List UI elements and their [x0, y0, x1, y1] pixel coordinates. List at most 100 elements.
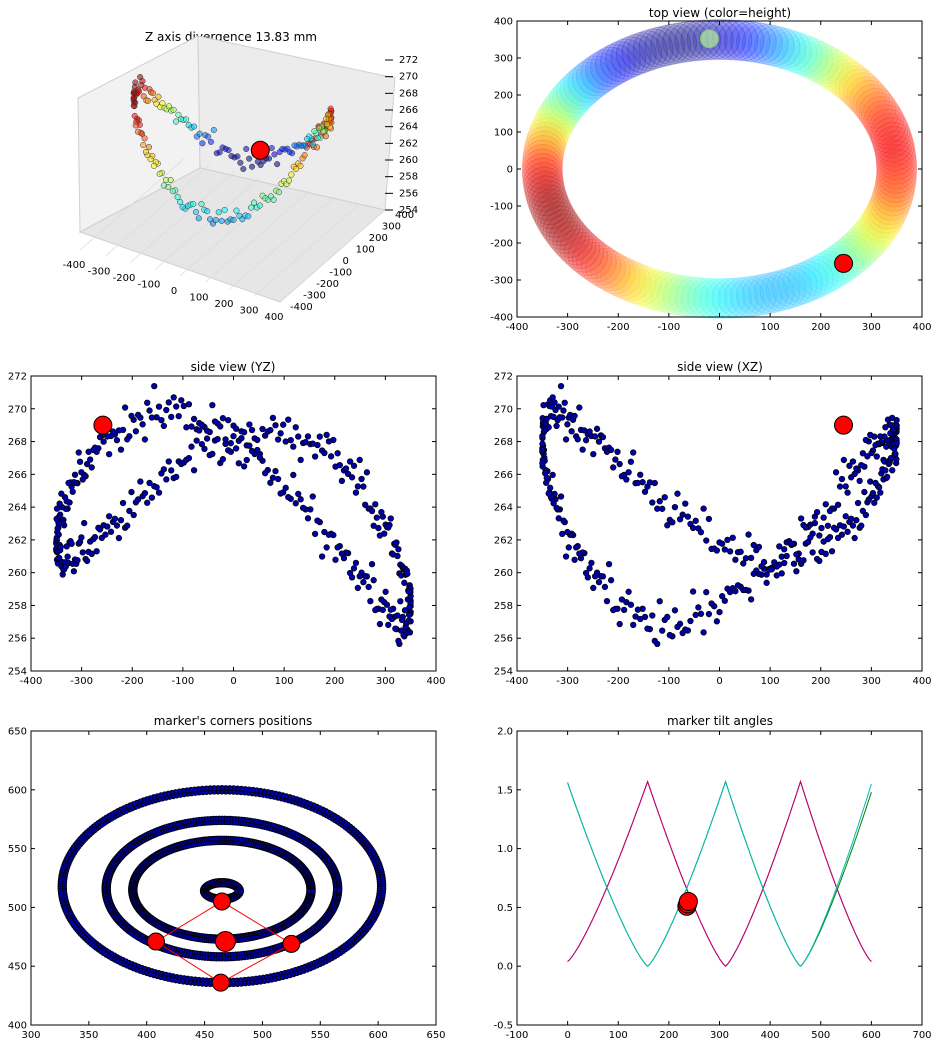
ring-dot [876, 153, 918, 195]
ring-dot [808, 46, 850, 88]
data-point [729, 534, 736, 541]
data-point [237, 159, 244, 166]
title-3d: Z axis divergence 13.83 mm [145, 30, 317, 44]
ring-dot [798, 255, 840, 297]
data-point [836, 483, 844, 490]
data-point [877, 433, 884, 440]
ring-dot [759, 270, 801, 312]
data-point [844, 528, 851, 535]
grid-line [104, 164, 211, 257]
data-point [311, 128, 318, 135]
data-point [873, 494, 880, 501]
data-point [104, 433, 111, 440]
data-point [207, 216, 214, 223]
data-point [893, 440, 900, 447]
data-point [64, 553, 71, 560]
x-tick-label: 200 [214, 299, 233, 310]
x-tick-label: 100 [189, 293, 208, 304]
y-tick-label: 270 [8, 404, 27, 415]
data-point [117, 517, 125, 524]
data-point [205, 133, 212, 140]
data-point [350, 462, 358, 469]
data-point [395, 546, 402, 553]
y-tick-label: 254 [8, 667, 27, 678]
data-point [314, 517, 321, 524]
data-point [545, 490, 552, 497]
ring-dot [812, 49, 854, 91]
data-point [58, 490, 65, 497]
data-point [185, 454, 193, 462]
ring-dot [845, 220, 887, 262]
ring-dot [532, 104, 574, 146]
data-point [117, 446, 125, 453]
y-tick-label: 450 [8, 962, 27, 973]
data-point [240, 165, 247, 172]
ring-dot [753, 271, 795, 313]
x-tick-label: 300 [862, 676, 881, 687]
y-tick-label: 550 [8, 844, 27, 855]
ring-dot [615, 262, 657, 304]
data-point [248, 447, 256, 455]
data-point [139, 421, 146, 428]
data-point [869, 489, 877, 497]
data-point [582, 437, 590, 444]
x-tick-label: 400 [137, 1030, 156, 1041]
data-point [274, 436, 282, 443]
data-point [285, 416, 292, 423]
x-tick-label: 400 [426, 676, 445, 687]
x-tick-label: 400 [264, 312, 283, 323]
data-point [610, 606, 617, 614]
x-tick-label: 200 [659, 1030, 678, 1041]
data-point [858, 522, 865, 529]
data-point [165, 458, 172, 465]
data-point [327, 453, 335, 460]
data-point [664, 522, 671, 529]
data-point [277, 490, 284, 497]
data-point [162, 176, 170, 183]
ring-dot [523, 166, 565, 208]
data-point [381, 530, 388, 537]
x-tick-label: -200 [121, 676, 144, 687]
data-point [325, 531, 333, 538]
data-point [254, 436, 261, 444]
data-point [219, 456, 227, 463]
data-point [592, 573, 599, 580]
data-point [311, 453, 319, 460]
data-point [139, 78, 146, 85]
data-point [227, 440, 234, 447]
data-point [128, 488, 135, 496]
x-tick-label: 500 [253, 1030, 272, 1041]
data-point [144, 399, 151, 406]
data-point [595, 578, 603, 586]
data-point [386, 521, 393, 529]
y-tick-label: 258 [494, 601, 513, 612]
ring-dot [858, 205, 900, 247]
data-point [346, 458, 354, 465]
ring-dot [741, 274, 783, 316]
ring-dot [621, 32, 663, 74]
y-tick-label: 256 [8, 634, 27, 645]
data-point [773, 572, 780, 579]
data-point [107, 528, 115, 535]
data-point [397, 598, 404, 605]
data-point [868, 449, 875, 457]
y-tick-label: 266 [8, 470, 27, 481]
data-point [593, 425, 601, 432]
ring-dot [803, 253, 845, 295]
x-tick-label: 0 [564, 1030, 570, 1041]
data-point [755, 543, 763, 550]
data-point [360, 578, 367, 586]
ring-dot [626, 30, 668, 72]
data-point [243, 456, 250, 464]
grid-line [279, 209, 386, 303]
data-point [268, 145, 275, 152]
corner-edge [155, 901, 223, 942]
ring-dot [559, 68, 601, 110]
data-point [844, 489, 851, 496]
data-point [318, 553, 326, 560]
data-point [692, 517, 699, 524]
data-point [201, 445, 208, 453]
data-point [893, 417, 900, 424]
data-point [160, 466, 168, 473]
data-point [245, 213, 252, 220]
